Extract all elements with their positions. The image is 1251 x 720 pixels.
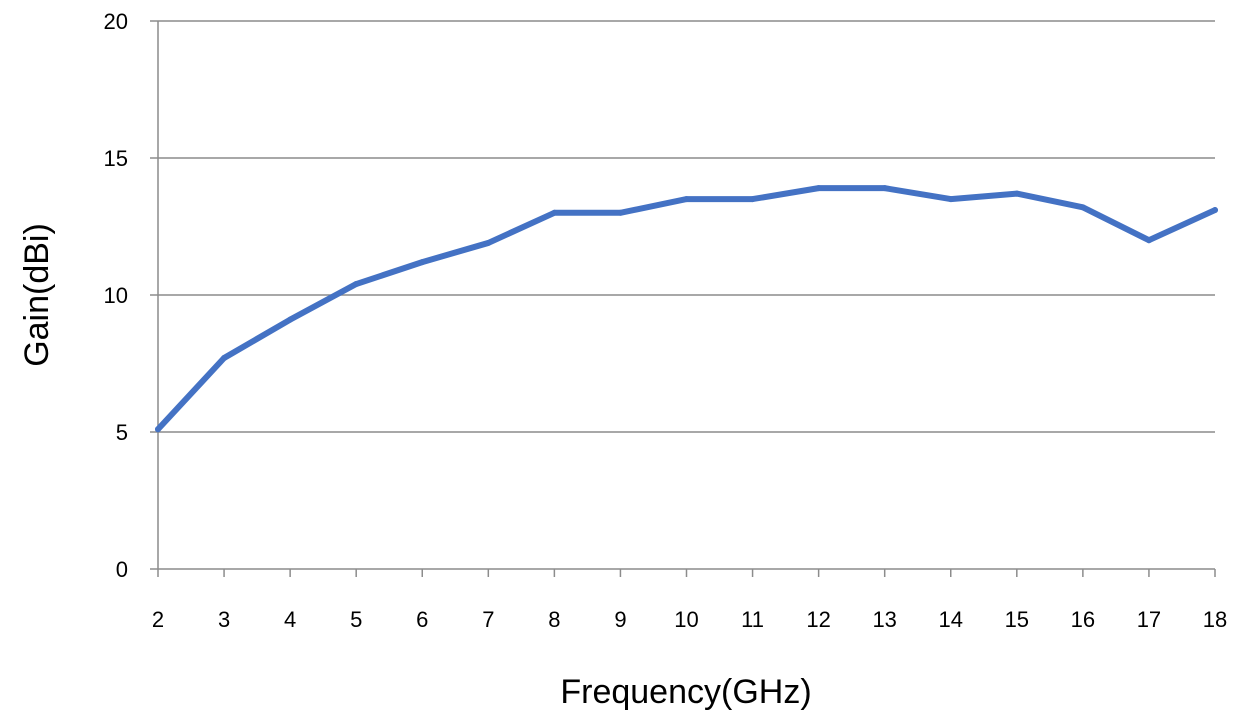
data-point <box>1013 190 1020 197</box>
y-tick-label: 20 <box>104 9 128 34</box>
x-tick-label: 10 <box>674 607 698 632</box>
x-tick-label: 9 <box>614 607 626 632</box>
data-point <box>617 209 624 216</box>
x-tick-label: 17 <box>1137 607 1161 632</box>
x-tick-label: 2 <box>152 607 164 632</box>
data-point <box>353 281 360 288</box>
y-tick-label: 0 <box>116 557 128 582</box>
tick-labels: 0 5 10 15 20 2 3 4 5 6 7 8 9 10 11 12 13 14 15 16 17 18 <box>104 9 1228 632</box>
data-point <box>683 196 690 203</box>
series-group <box>155 185 1218 433</box>
x-tick-label: 18 <box>1203 607 1227 632</box>
data-point <box>881 185 888 192</box>
data-point <box>947 196 954 203</box>
y-tick-label: 15 <box>104 146 128 171</box>
x-tick-label: 13 <box>872 607 896 632</box>
y-axis-title: Gain(dBi) <box>18 223 56 367</box>
x-tick-label: 6 <box>416 607 428 632</box>
x-tick-label: 3 <box>218 607 230 632</box>
y-tick-label: 5 <box>116 420 128 445</box>
data-point <box>287 316 294 323</box>
grid-lines <box>158 20 1215 433</box>
data-point <box>551 209 558 216</box>
data-point <box>749 196 756 203</box>
x-tick-label: 12 <box>806 607 830 632</box>
x-tick-label: 8 <box>548 607 560 632</box>
data-point <box>815 185 822 192</box>
x-tick-label: 15 <box>1005 607 1029 632</box>
data-point <box>1145 237 1152 244</box>
data-point <box>155 426 161 433</box>
data-point <box>1079 204 1086 211</box>
axes <box>150 20 1216 577</box>
x-tick-label: 16 <box>1071 607 1095 632</box>
data-point <box>221 355 228 362</box>
x-tick-label: 11 <box>741 607 764 632</box>
x-tick-label: 7 <box>482 607 494 632</box>
x-tick-label: 4 <box>284 607 296 632</box>
data-point <box>1212 207 1218 214</box>
data-point <box>485 239 492 246</box>
x-axis-title: Frequency(GHz) <box>560 673 811 711</box>
y-tick-label: 10 <box>104 283 128 308</box>
x-tick-label: 14 <box>939 607 963 632</box>
series-line <box>155 185 1218 433</box>
data-point <box>419 259 426 266</box>
x-tick-label: 5 <box>350 607 362 632</box>
